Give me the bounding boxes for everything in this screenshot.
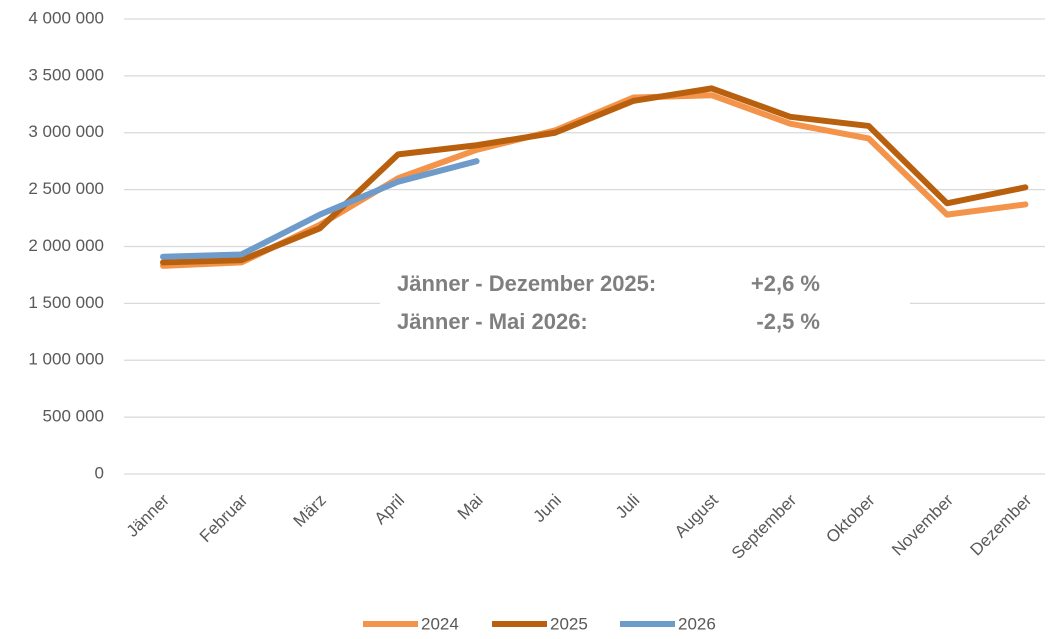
y-tick-label: 500 000 xyxy=(43,407,104,426)
y-tick-label: 1 000 000 xyxy=(28,350,104,369)
x-tick-label: Juli xyxy=(612,491,643,522)
x-tick-label: Februar xyxy=(196,490,252,546)
x-tick-label: September xyxy=(728,490,800,562)
annotation-label: Jänner - Dezember 2025: xyxy=(397,271,656,296)
series-line xyxy=(160,158,480,260)
x-tick-label: April xyxy=(371,491,408,528)
legend-label: 2026 xyxy=(678,614,716,633)
x-tick-label: August xyxy=(671,490,722,541)
legend-label: 2025 xyxy=(550,614,588,633)
annotation-label: Jänner - Mai 2026: xyxy=(397,309,588,334)
annotation-value: -2,5 % xyxy=(756,309,820,334)
annotation-box xyxy=(380,262,910,346)
y-tick-label: 1 500 000 xyxy=(28,293,104,312)
y-tick-label: 0 xyxy=(95,463,104,482)
x-tick-label: Juni xyxy=(530,491,565,526)
y-tick-label: 2 000 000 xyxy=(28,236,104,255)
x-tick-label: Mai xyxy=(454,491,487,524)
y-tick-label: 3 500 000 xyxy=(28,65,104,84)
y-tick-label: 2 500 000 xyxy=(28,179,104,198)
x-tick-label: Dezember xyxy=(967,490,1036,559)
y-tick-label: 3 000 000 xyxy=(28,122,104,141)
x-tick-label: Jänner xyxy=(123,490,173,540)
y-tick-label: 4 000 000 xyxy=(28,8,104,27)
annotation-value: +2,6 % xyxy=(751,271,820,296)
x-tick-label: November xyxy=(888,490,957,559)
x-tick-label: Oktober xyxy=(822,490,878,546)
series-line xyxy=(160,85,1029,266)
x-tick-label: März xyxy=(290,491,330,531)
legend-label: 2024 xyxy=(421,614,459,633)
